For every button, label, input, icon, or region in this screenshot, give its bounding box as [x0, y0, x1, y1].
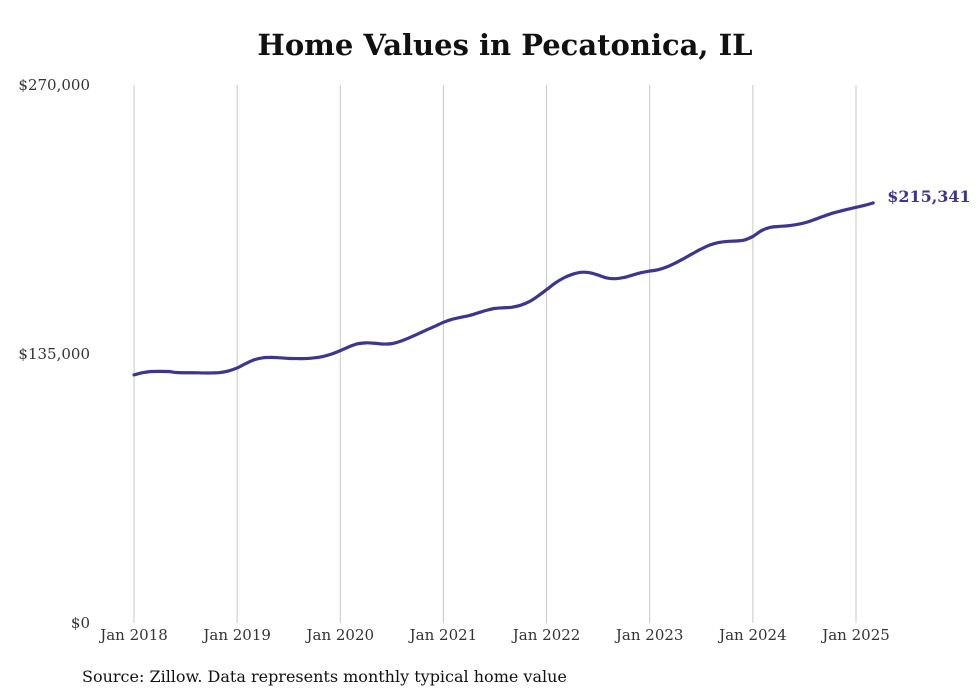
- source-note: Source: Zillow. Data represents monthly …: [82, 667, 567, 686]
- series-layer: [132, 201, 875, 377]
- x-axis-tick-labels: Jan 2018 Jan 2019 Jan 2020 Jan 2021 Jan 2022…: [98, 626, 890, 644]
- x-tick-label: Jan 2024: [717, 626, 787, 644]
- x-tick-label: Jan 2025: [820, 626, 890, 644]
- series-line: [132, 201, 875, 377]
- chart-title: Home Values in Pecatonica, IL: [257, 28, 753, 62]
- x-tick-label: Jan 2023: [614, 626, 684, 644]
- y-tick-label: $270,000: [18, 76, 90, 94]
- y-tick-label: $0: [71, 614, 90, 632]
- grid-lines: [133, 85, 857, 623]
- end-value-label: $215,341: [887, 187, 971, 206]
- x-tick-label: Jan 2022: [511, 626, 581, 644]
- x-tick-label: Jan 2018: [98, 626, 168, 644]
- x-tick-label: Jan 2020: [305, 626, 375, 644]
- y-tick-label: $135,000: [18, 345, 90, 363]
- y-axis-tick-labels: $0 $135,000 $270,000: [18, 76, 90, 632]
- x-tick-label: Jan 2021: [408, 626, 478, 644]
- annotation-layer: $215,341: [887, 187, 971, 206]
- x-tick-label: Jan 2019: [201, 626, 271, 644]
